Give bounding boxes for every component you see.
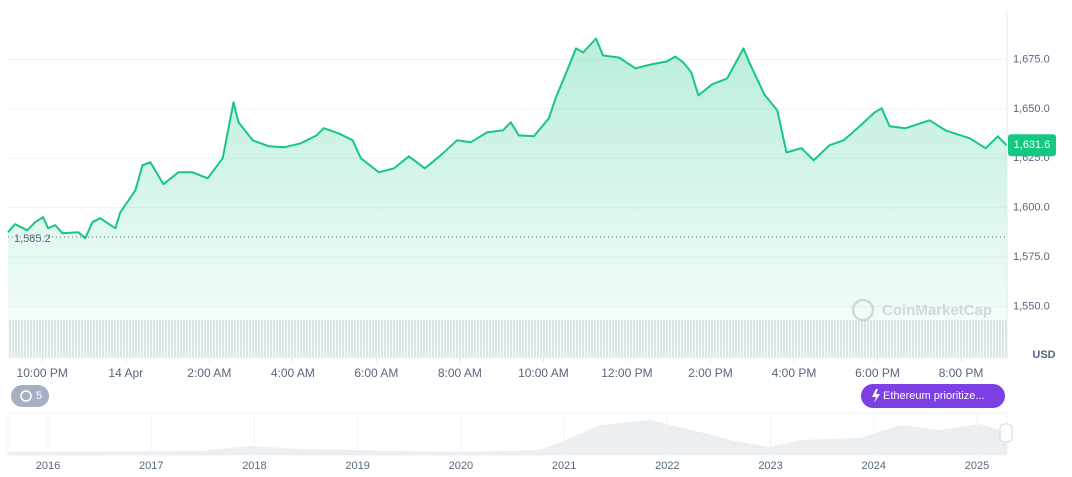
- x-tick-label: 4:00 AM: [271, 366, 315, 380]
- watermark: CoinMarketCap: [882, 302, 992, 319]
- x-tick-label: 2:00 PM: [688, 366, 733, 380]
- watermark-logo: [851, 298, 875, 322]
- y-tick-label: 1,550.0: [1013, 300, 1050, 312]
- x-tick-label: 8:00 AM: [438, 366, 482, 380]
- navigator-area: [8, 420, 1007, 455]
- y-tick-label: 1,675.0: [1013, 53, 1050, 65]
- navigator-year: 2020: [449, 460, 473, 472]
- news-pill[interactable]: [861, 384, 1005, 408]
- navigator-year: 2023: [758, 460, 782, 472]
- navigator-year: 2016: [36, 460, 60, 472]
- x-tick-label: 6:00 AM: [354, 366, 398, 380]
- badge-icon: [20, 390, 32, 402]
- x-tick-label: 10:00 AM: [518, 366, 569, 380]
- last-price-tag: [1008, 134, 1056, 157]
- x-tick-label: 10:00 PM: [17, 366, 68, 380]
- y-tick-label: 1,650.0: [1013, 103, 1050, 115]
- navigator-year: 2017: [139, 460, 163, 472]
- navigator-year: 2019: [345, 460, 369, 472]
- reference-label: 1,585.2: [14, 233, 51, 245]
- x-tick-label: 4:00 PM: [772, 366, 817, 380]
- navigator-year: 2022: [655, 460, 679, 472]
- x-tick-label: 12:00 PM: [601, 366, 652, 380]
- price-line: [7, 37, 1008, 240]
- navigator-year: 2025: [965, 460, 989, 472]
- last-price-label: 1,631.6: [1014, 139, 1051, 151]
- badge-count: 5: [36, 390, 42, 402]
- navigator-year: 2021: [552, 460, 576, 472]
- news-text: Ethereum prioritize...: [883, 390, 984, 402]
- x-tick-label: 14 Apr: [108, 366, 143, 380]
- x-tick-label: 6:00 PM: [855, 366, 900, 380]
- x-tick-label: 8:00 PM: [939, 366, 984, 380]
- badge[interactable]: [11, 385, 49, 407]
- navigator-handle[interactable]: [999, 423, 1013, 443]
- x-tick-label: 2:00 AM: [187, 366, 231, 380]
- y-tick-label: 1,575.0: [1013, 251, 1050, 263]
- navigator-year: 2018: [242, 460, 266, 472]
- area: [8, 38, 1007, 358]
- watermark-group: CoinMarketCap: [851, 298, 992, 322]
- y-tick-label: 1,600.0: [1013, 202, 1050, 214]
- currency: USD: [1032, 349, 1055, 361]
- navigator-year: 2024: [862, 460, 886, 472]
- news-icon: [872, 389, 880, 403]
